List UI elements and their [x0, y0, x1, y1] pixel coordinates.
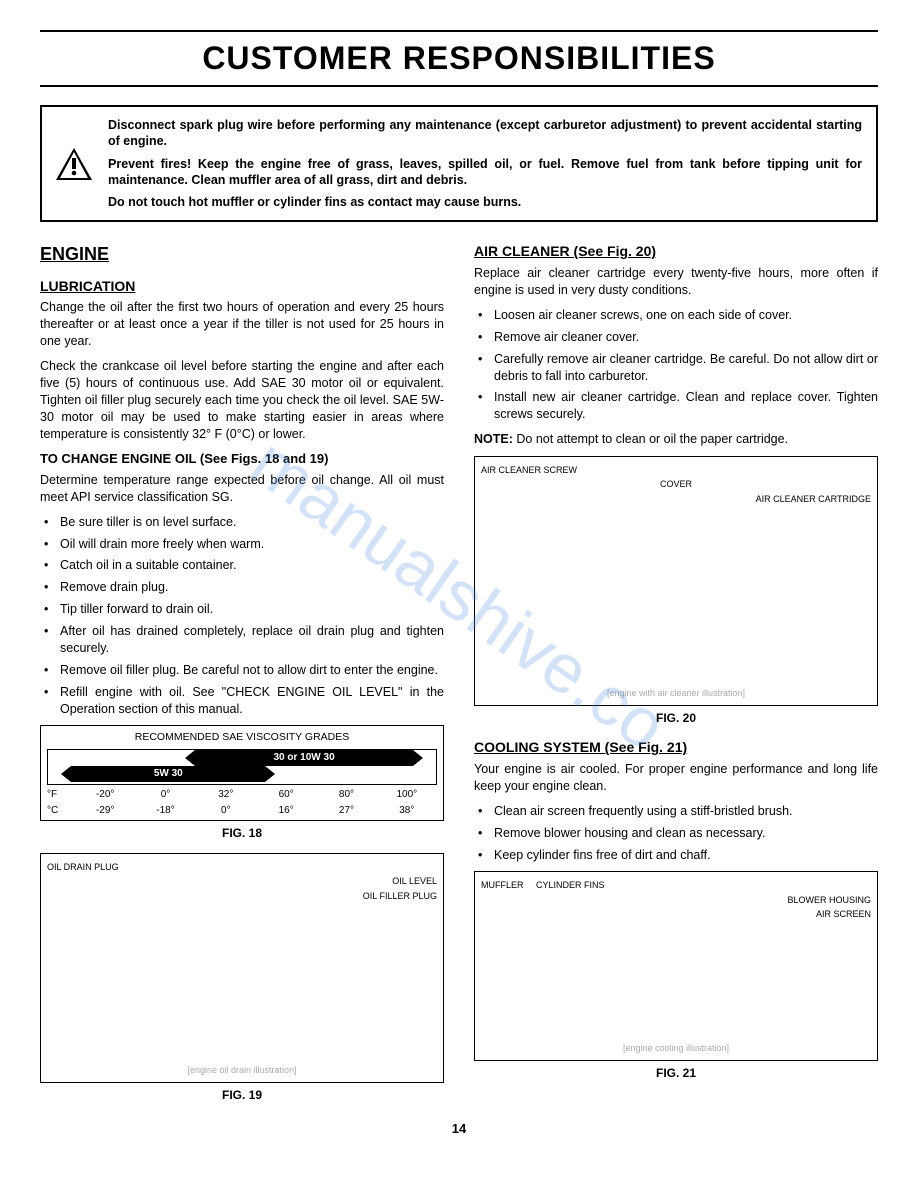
viscosity-scale-f: °F -20° 0° 32° 60° 80° 100°	[47, 788, 437, 802]
list-item: Oil will drain more freely when warm.	[40, 536, 444, 553]
left-column: ENGINE LUBRICATION Change the oil after …	[40, 242, 444, 1115]
figure-19: OIL DRAIN PLUG OIL LEVEL OIL FILLER PLUG…	[40, 853, 444, 1083]
scale-label-f: °F	[47, 788, 75, 802]
list-item: Remove blower housing and clean as neces…	[474, 825, 878, 842]
figure-18-viscosity-chart: RECOMMENDED SAE VISCOSITY GRADES 30 or 1…	[40, 725, 444, 820]
scale-tick: 60°	[256, 788, 316, 802]
scale-tick: 0°	[135, 788, 195, 802]
list-item: Remove drain plug.	[40, 579, 444, 596]
figure-21: MUFFLER CYLINDER FINS BLOWER HOUSING AIR…	[474, 871, 878, 1061]
figure-18-caption: FIG. 18	[40, 825, 444, 841]
scale-tick: 80°	[316, 788, 376, 802]
figure-20: AIR CLEANER SCREW COVER AIR CLEANER CART…	[474, 456, 878, 706]
list-item: Remove oil filler plug. Be careful not t…	[40, 662, 444, 679]
heading-change-oil: TO CHANGE ENGINE OIL (See Figs. 18 and 1…	[40, 450, 444, 468]
list-item: Be sure tiller is on level surface.	[40, 514, 444, 531]
list-item: Carefully remove air cleaner cartridge. …	[474, 351, 878, 385]
figure-label: OIL DRAIN PLUG	[47, 860, 437, 874]
figure-19-caption: FIG. 19	[40, 1087, 444, 1103]
figure-label: BLOWER HOUSING	[481, 893, 871, 907]
viscosity-band-5w30: 5W 30	[71, 766, 265, 782]
figure-label: MUFFLER	[481, 880, 524, 890]
warning-p3: Do not touch hot muffler or cylinder fin…	[108, 195, 521, 209]
list-item: Loosen air cleaner screws, one on each s…	[474, 307, 878, 324]
rule-top	[40, 30, 878, 32]
page-number: 14	[40, 1121, 878, 1136]
scale-tick: -20°	[75, 788, 135, 802]
warning-p1: Disconnect spark plug wire before perfor…	[108, 118, 862, 148]
warning-text: Disconnect spark plug wire before perfor…	[108, 117, 862, 210]
heading-air-cleaner: AIR CLEANER (See Fig. 20)	[474, 242, 878, 261]
figure-label: OIL LEVEL	[47, 874, 437, 888]
figure-label: AIR CLEANER CARTRIDGE	[481, 492, 871, 506]
list-item: After oil has drained completely, replac…	[40, 623, 444, 657]
list-item: Catch oil in a suitable container.	[40, 557, 444, 574]
scale-tick: 27°	[316, 804, 376, 818]
air-cleaner-note: NOTE: Do not attempt to clean or oil the…	[474, 431, 878, 448]
list-item: Remove air cleaner cover.	[474, 329, 878, 346]
air-cleaner-list: Loosen air cleaner screws, one on each s…	[474, 307, 878, 423]
list-item: Tip tiller forward to drain oil.	[40, 601, 444, 618]
change-oil-list: Be sure tiller is on level surface. Oil …	[40, 514, 444, 718]
right-column: AIR CLEANER (See Fig. 20) Replace air cl…	[474, 242, 878, 1115]
lube-para-1: Change the oil after the first two hours…	[40, 299, 444, 350]
scale-tick: -18°	[135, 804, 195, 818]
heading-engine: ENGINE	[40, 242, 444, 266]
viscosity-title: RECOMMENDED SAE VISCOSITY GRADES	[47, 730, 437, 744]
scale-tick: 32°	[196, 788, 256, 802]
figure-label: AIR CLEANER SCREW	[481, 463, 871, 477]
heading-lubrication: LUBRICATION	[40, 277, 444, 296]
list-item: Install new air cleaner cartridge. Clean…	[474, 389, 878, 423]
figure-20-caption: FIG. 20	[474, 710, 878, 726]
air-cleaner-para: Replace air cleaner cartridge every twen…	[474, 265, 878, 299]
warning-p2: Prevent fires! Keep the engine free of g…	[108, 157, 862, 187]
scale-label-c: °C	[47, 804, 75, 818]
list-item: Keep cylinder fins free of dirt and chaf…	[474, 847, 878, 864]
heading-cooling-system: COOLING SYSTEM (See Fig. 21)	[474, 738, 878, 757]
scale-tick: 38°	[377, 804, 437, 818]
figure-21-caption: FIG. 21	[474, 1065, 878, 1081]
warning-box: Disconnect spark plug wire before perfor…	[40, 105, 878, 222]
change-oil-para: Determine temperature range expected bef…	[40, 472, 444, 506]
cooling-para: Your engine is air cooled. For proper en…	[474, 761, 878, 795]
scale-tick: 100°	[377, 788, 437, 802]
rule-bottom	[40, 85, 878, 87]
lube-para-2: Check the crankcase oil level before sta…	[40, 358, 444, 442]
scale-tick: 16°	[256, 804, 316, 818]
list-item: Clean air screen frequently using a stif…	[474, 803, 878, 820]
viscosity-scale-c: °C -29° -18° 0° 16° 27° 38°	[47, 804, 437, 818]
list-item: Refill engine with oil. See "CHECK ENGIN…	[40, 684, 444, 718]
cooling-list: Clean air screen frequently using a stif…	[474, 803, 878, 864]
scale-tick: -29°	[75, 804, 135, 818]
figure-label: COVER	[481, 477, 871, 491]
columns: ENGINE LUBRICATION Change the oil after …	[40, 242, 878, 1115]
scale-tick: 0°	[196, 804, 256, 818]
figure-label: CYLINDER FINS	[536, 880, 605, 890]
warning-icon	[54, 117, 94, 210]
page-title: CUSTOMER RESPONSIBILITIES	[40, 40, 878, 77]
figure-label: AIR SCREEN	[481, 907, 871, 921]
viscosity-band-30: 30 or 10W 30	[195, 750, 412, 766]
figure-label: OIL FILLER PLUG	[47, 889, 437, 903]
